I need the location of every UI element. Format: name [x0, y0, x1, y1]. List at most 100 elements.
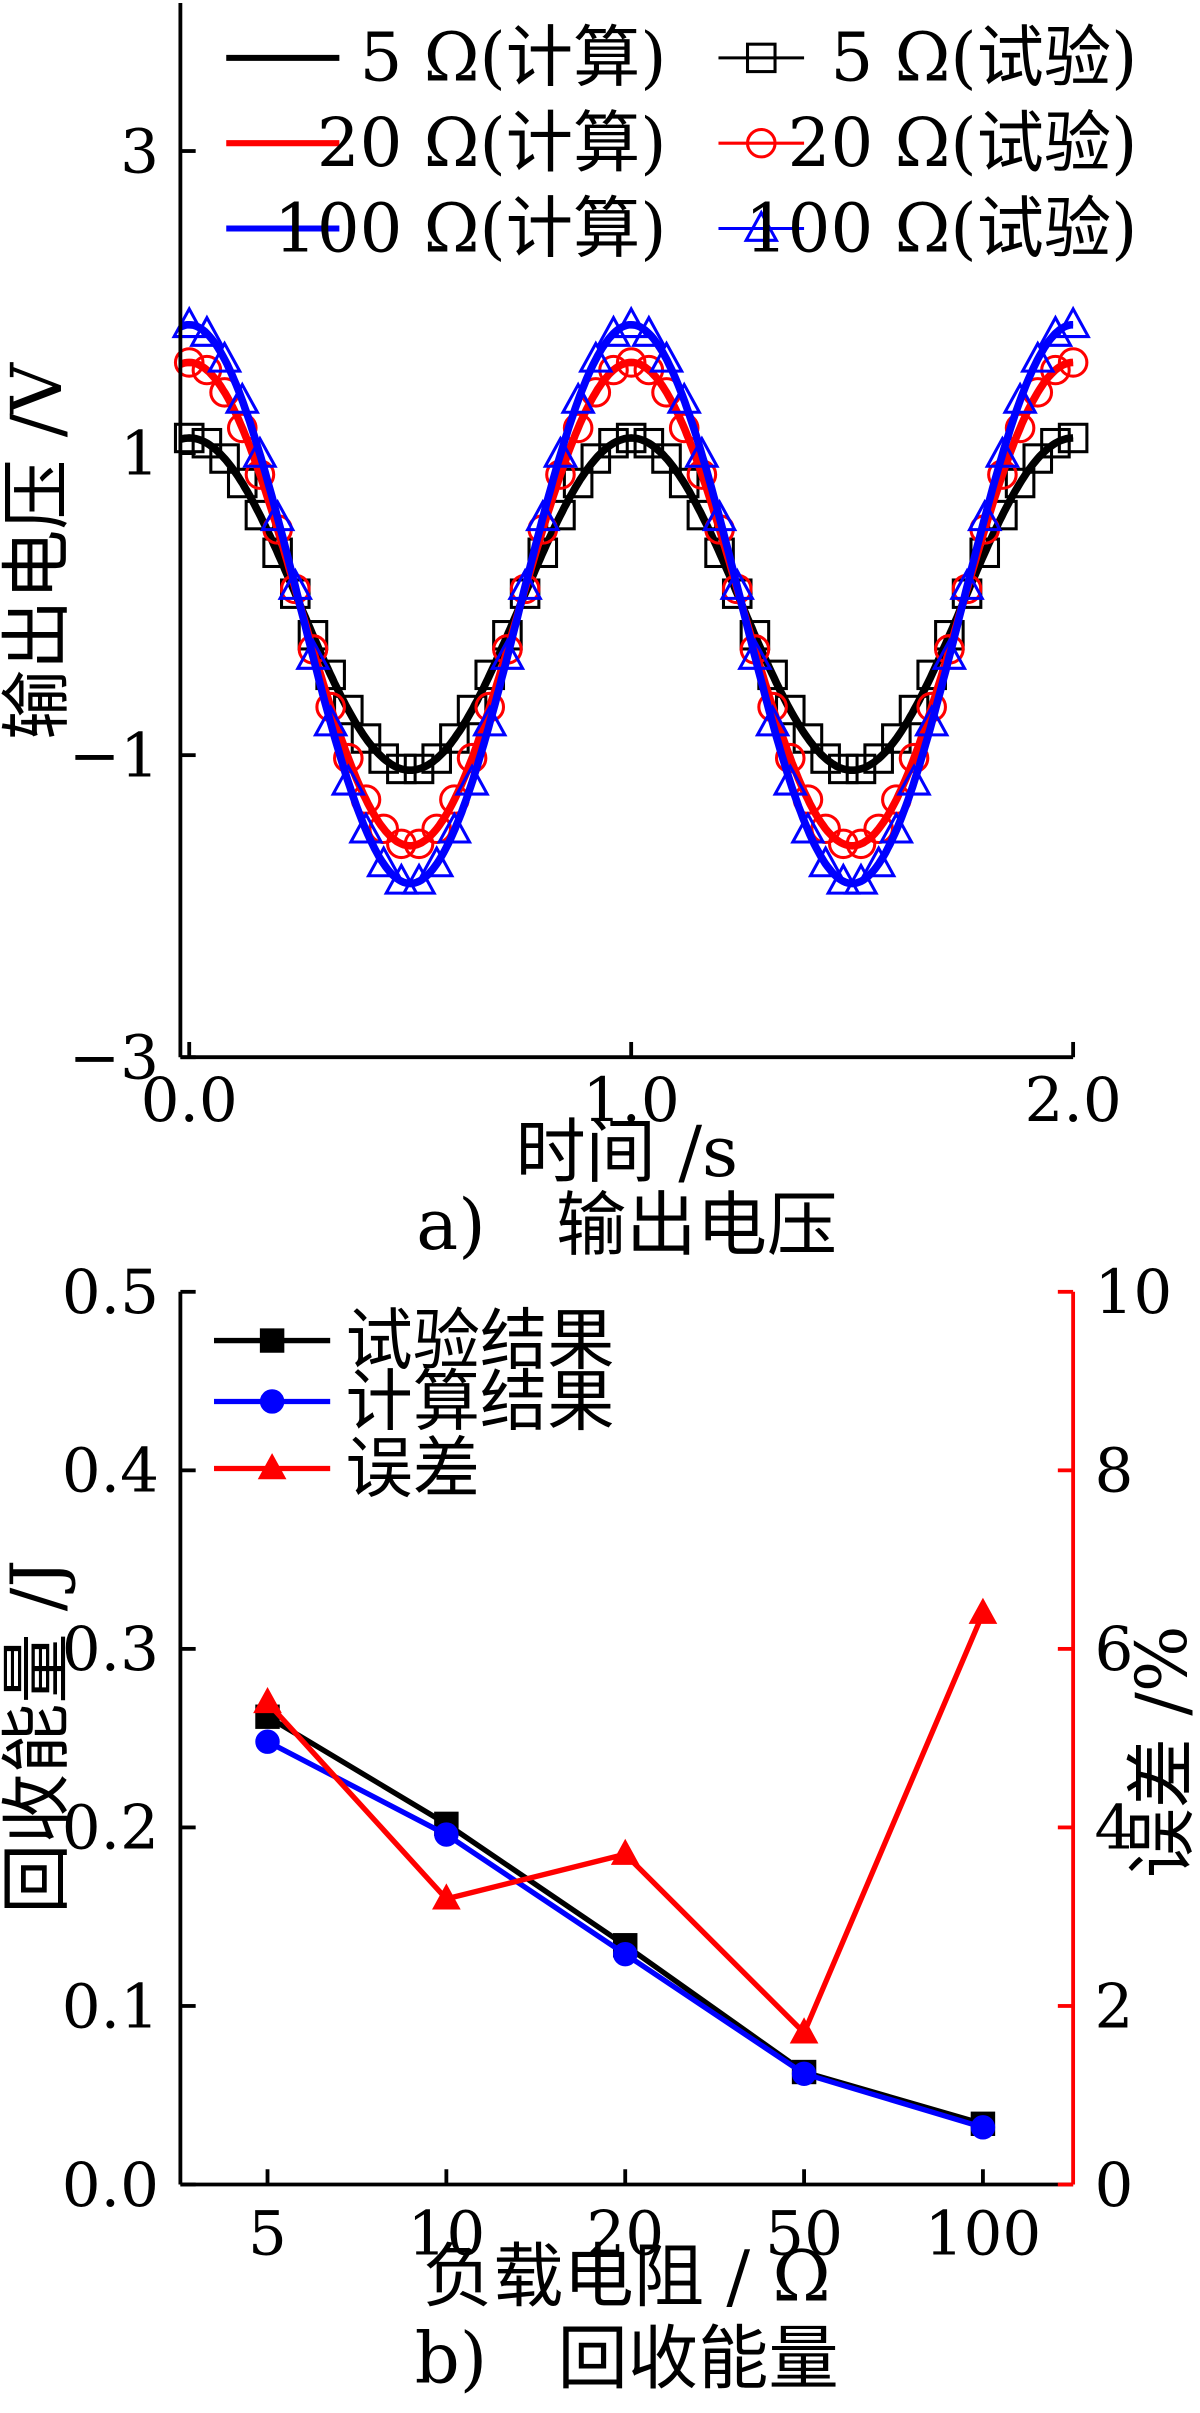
- chart-a-data-point: [454, 763, 490, 796]
- chart-b-x-tick-label: 5: [248, 2199, 287, 2270]
- chart-b-data-point: [610, 1838, 640, 1865]
- chart-b-data-point: [432, 1883, 461, 1910]
- chart-b-legend-marker: [259, 1328, 285, 1353]
- chart-a-data-point: [881, 723, 912, 754]
- chart-a-data-point: [1057, 347, 1089, 378]
- chart-a-legend-label: 100 Ω(计算): [274, 189, 666, 267]
- chart-b-marks: [253, 1597, 998, 2140]
- chart-b-y-tick-label: 0.2: [62, 1793, 159, 1864]
- chart-a-data-point: [613, 305, 649, 339]
- chart-b-axes: 0.0 0.1 0.2 0.3 0.4 0.5 0 2 4 6 8 10 5 10 20 50 100: [62, 1257, 1173, 2269]
- chart-a-y-tick-label: 3: [120, 116, 159, 187]
- chart-a-data-point: [790, 811, 826, 844]
- chart-a-data-point: [226, 412, 258, 444]
- chart-b-y-tick-label: 0.4: [62, 1436, 159, 1507]
- chart-b-y-tick-label: 0.5: [62, 1257, 159, 1328]
- chart-a-data-point: [507, 567, 543, 600]
- chart-b-data-point: [968, 1597, 998, 1624]
- chart-a-data-point: [843, 862, 879, 895]
- chart-a-y-tick-label: −3: [69, 1023, 159, 1094]
- chart-b-data-point: [612, 1941, 638, 1967]
- chart-a-data-point: [772, 763, 808, 796]
- chart-a-data-point: [580, 443, 612, 474]
- chart-a-data-point: [173, 347, 205, 378]
- chart-a-data-point: [421, 743, 452, 774]
- chart-a-series-line-4: [178, 320, 1074, 888]
- chart-a-data-point: [825, 862, 862, 895]
- chart-a-data-point: [436, 811, 473, 844]
- chart-b-data-point: [434, 1822, 459, 1847]
- chart-a-data-point: [472, 704, 508, 737]
- chart-a-legend-label: 20 Ω(试验): [788, 104, 1138, 182]
- chart-a-data-point: [1055, 305, 1091, 339]
- chart-a-legend-label: 5 Ω(试验): [830, 19, 1137, 97]
- chart-a-legend-marker: [745, 127, 777, 159]
- chart-a-data-point: [401, 862, 437, 895]
- chart-a-data-point: [348, 811, 384, 844]
- chart-a-data-point: [719, 567, 755, 600]
- chart-a-data-point: [1040, 427, 1071, 459]
- chart-b-caption: b) 回收能量: [415, 2318, 839, 2400]
- chart-a-data-point: [896, 763, 932, 796]
- chart-a-data-point: [191, 427, 223, 459]
- chart-b-y2-tick-label: 4: [1095, 1793, 1134, 1864]
- chart-b-legend-label: 计算结果: [345, 1362, 614, 1440]
- chart-a-x-tick-label: 2.0: [1025, 1065, 1122, 1136]
- chart-a-data-point: [226, 467, 258, 499]
- chart-a-caption: a) 输出电压: [416, 1184, 837, 1266]
- chart-a-marks: [171, 305, 1091, 895]
- chart-a-data-point: [949, 567, 985, 600]
- chart-a-data-point: [224, 381, 260, 414]
- chart-a-data-point: [560, 381, 596, 414]
- chart-b-series-line-0: [266, 1714, 984, 2127]
- chart-a-data-point: [295, 637, 331, 670]
- chart-b-y-tick-label: 0.0: [62, 2150, 159, 2221]
- chart-a-data-point: [631, 314, 667, 347]
- chart-a-x-tick-label: 1.0: [583, 1065, 680, 1136]
- chart-b-series-line-2: [265, 1612, 986, 2038]
- chart-a-data-point: [984, 435, 1021, 468]
- chart-a-data-point: [368, 743, 399, 774]
- chart-b-y-tick-label: 0.3: [62, 1614, 159, 1685]
- chart-a-data-point: [931, 637, 968, 670]
- chart-b-y2-tick-label: 0: [1095, 2150, 1134, 2221]
- chart-b-y2-tick-label: 6: [1095, 1614, 1134, 1685]
- chart-a-data-point: [368, 813, 399, 845]
- chart-a-axes: −3 −1 1 3 0.0 1.0 2.0: [69, 3, 1122, 1136]
- chart-a-data-point: [878, 811, 915, 844]
- chart-a-data-point: [701, 498, 738, 532]
- chart-a-data-point: [489, 637, 526, 670]
- chart-a-data-point: [828, 828, 859, 860]
- chart-a-data-point: [578, 340, 614, 373]
- chart-a-data-point: [419, 844, 455, 878]
- chart-a-data-point: [598, 427, 629, 459]
- chart-a-data-point: [615, 422, 647, 454]
- chart-a-data-point: [860, 844, 897, 878]
- chart-a-data-point: [595, 314, 632, 347]
- chart-a-y-tick-label: 1: [120, 419, 159, 490]
- chart-a-data-point: [1002, 381, 1038, 414]
- chart-a-data-point: [845, 828, 877, 860]
- chart-a-legend-label: 5 Ω(计算): [360, 19, 667, 97]
- chart-a-legend-label: 100 Ω(试验): [745, 189, 1137, 267]
- chart-a-data-point: [1020, 340, 1056, 373]
- chart-a-data-point: [648, 340, 685, 373]
- chart-a-data-point: [386, 753, 417, 785]
- chart-recovered-energy: 0.0 0.1 0.2 0.3 0.4 0.5 0 2 4 6 8 10 5 10 20 50 100 试验结果…: [0, 1257, 1200, 2399]
- chart-a-data-point: [810, 813, 841, 845]
- chart-b-x-tick-label: 100: [925, 2199, 1042, 2270]
- chart-a-data-point: [967, 498, 1003, 532]
- chart-b-x-tick-label: 50: [765, 2199, 843, 2270]
- chart-b-x-axis-title: 负载电阻 / Ω: [423, 2235, 831, 2317]
- chart-a-data-point: [383, 862, 420, 895]
- chart-a-data-point: [365, 844, 402, 878]
- chart-a-data-point: [562, 467, 594, 499]
- chart-a-data-point: [668, 467, 700, 499]
- chart-a-y-tick-label: −1: [69, 721, 159, 792]
- chart-a-data-point: [1037, 314, 1074, 347]
- chart-b-data-point: [253, 1687, 282, 1714]
- chart-a-data-point: [562, 412, 594, 444]
- chart-a-data-point: [651, 443, 682, 474]
